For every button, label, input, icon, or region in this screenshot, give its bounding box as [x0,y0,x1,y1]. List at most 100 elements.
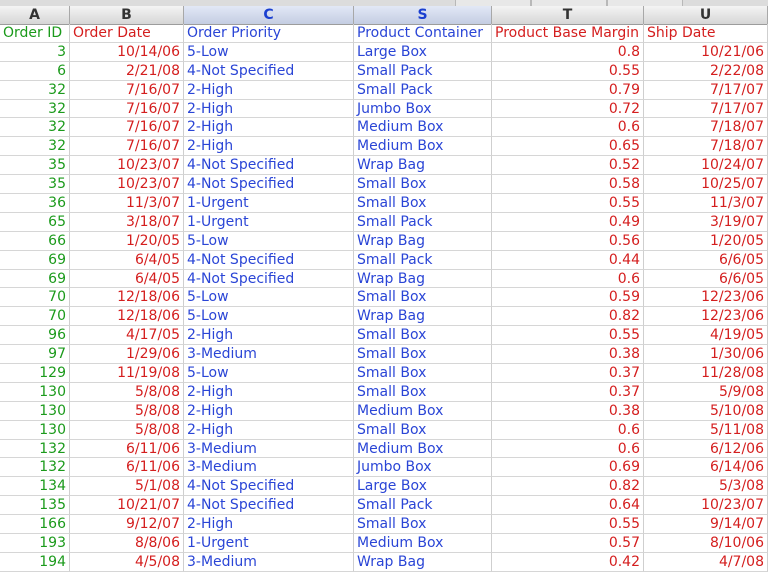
cell-order-priority[interactable]: 2-High [184,326,354,345]
cell-order-priority[interactable]: 2-High [184,100,354,119]
cell-product-container[interactable]: Large Box [354,43,492,62]
cell-product-base-margin[interactable]: 0.44 [492,251,644,270]
cell-product-base-margin[interactable]: 0.58 [492,175,644,194]
cell-order-id[interactable]: 134 [0,477,70,496]
cell-ship-date[interactable]: 12/23/06 [644,307,768,326]
cell-product-container[interactable]: Wrap Bag [354,270,492,289]
cell-order-priority[interactable]: 5-Low [184,288,354,307]
cell-product-container[interactable]: Medium Box [354,402,492,421]
cell-order-priority[interactable]: 1-Urgent [184,534,354,553]
cell-order-date[interactable]: 7/16/07 [70,137,184,156]
cell-ship-date[interactable]: 5/11/08 [644,421,768,440]
cell-product-base-margin[interactable]: 0.55 [492,515,644,534]
cell-product-base-margin[interactable]: 0.64 [492,496,644,515]
cell-order-id[interactable]: 6 [0,62,70,81]
cell-order-priority[interactable]: 4-Not Specified [184,156,354,175]
cell-order-date[interactable]: 5/8/08 [70,402,184,421]
cell-product-container[interactable]: Small Box [354,175,492,194]
cell-order-priority[interactable]: 5-Low [184,43,354,62]
cell-order-id[interactable]: 166 [0,515,70,534]
cell-product-base-margin[interactable]: 0.56 [492,232,644,251]
cell-product-container[interactable]: Small Box [354,515,492,534]
cell-product-container[interactable]: Small Pack [354,81,492,100]
cell-order-priority[interactable]: 1-Urgent [184,194,354,213]
cell-ship-date[interactable]: 6/6/05 [644,270,768,289]
cell-order-id[interactable]: 135 [0,496,70,515]
cell-order-priority[interactable]: 3-Medium [184,345,354,364]
cell-order-date[interactable]: 5/1/08 [70,477,184,496]
cell-order-priority[interactable]: 1-Urgent [184,213,354,232]
cell-product-base-margin[interactable]: 0.38 [492,402,644,421]
cell-order-priority[interactable]: 2-High [184,402,354,421]
cell-ship-date[interactable]: 3/19/07 [644,213,768,232]
cell-order-priority[interactable]: 2-High [184,383,354,402]
column-header-b[interactable]: B [70,6,184,24]
cell-order-date[interactable]: 9/12/07 [70,515,184,534]
cell-ship-date[interactable]: 7/18/07 [644,118,768,137]
cell-order-id[interactable]: 70 [0,307,70,326]
cell-ship-date[interactable]: 5/10/08 [644,402,768,421]
cell-product-container[interactable]: Small Box [354,421,492,440]
cell-order-date[interactable]: 12/18/06 [70,288,184,307]
cell-product-base-margin[interactable]: 0.72 [492,100,644,119]
cell-order-id[interactable]: 193 [0,534,70,553]
cell-product-base-margin[interactable]: 0.57 [492,534,644,553]
cell-order-id[interactable]: 32 [0,137,70,156]
cell-product-base-margin[interactable]: 0.37 [492,364,644,383]
cell-product-container[interactable]: Medium Box [354,137,492,156]
cell-order-priority[interactable]: 5-Low [184,232,354,251]
cell-product-container[interactable]: Wrap Bag [354,156,492,175]
cell-order-id[interactable]: 32 [0,100,70,119]
cell-order-date[interactable]: 7/16/07 [70,81,184,100]
cell-order-priority[interactable]: 5-Low [184,364,354,383]
cell-product-container[interactable]: Jumbo Box [354,458,492,477]
cell-product-base-margin[interactable]: 0.8 [492,43,644,62]
cell-ship-date[interactable]: 7/17/07 [644,100,768,119]
cell-product-base-margin[interactable]: 0.38 [492,345,644,364]
cell-product-container[interactable]: Medium Box [354,534,492,553]
cell-ship-date[interactable]: 4/19/05 [644,326,768,345]
cell-ship-date[interactable]: 11/28/08 [644,364,768,383]
cell-order-id[interactable]: 65 [0,213,70,232]
cell-order-id[interactable]: 69 [0,270,70,289]
cell-product-base-margin[interactable]: 0.42 [492,553,644,572]
cell-product-container[interactable]: Wrap Bag [354,307,492,326]
cell-product-base-margin[interactable]: 0.6 [492,270,644,289]
cell-order-date[interactable]: 10/21/07 [70,496,184,515]
cell-order-date[interactable]: 7/16/07 [70,100,184,119]
cell-product-container[interactable]: Wrap Bag [354,553,492,572]
header-cell-ship-date[interactable]: Ship Date [644,24,768,43]
cell-order-date[interactable]: 3/18/07 [70,213,184,232]
cell-order-id[interactable]: 32 [0,118,70,137]
header-cell-order-id[interactable]: Order ID [0,24,70,43]
header-cell-order-date[interactable]: Order Date [70,24,184,43]
cell-order-id[interactable]: 194 [0,553,70,572]
cell-order-date[interactable]: 10/14/06 [70,43,184,62]
cell-product-base-margin[interactable]: 0.82 [492,307,644,326]
cell-product-base-margin[interactable]: 0.65 [492,137,644,156]
cell-order-id[interactable]: 130 [0,402,70,421]
column-header-u[interactable]: U [644,6,768,24]
cell-order-id[interactable]: 35 [0,156,70,175]
cell-order-date[interactable]: 6/4/05 [70,270,184,289]
cell-product-base-margin[interactable]: 0.6 [492,118,644,137]
column-header-s[interactable]: S [354,6,492,24]
cell-order-date[interactable]: 5/8/08 [70,383,184,402]
cell-ship-date[interactable]: 10/25/07 [644,175,768,194]
cell-ship-date[interactable]: 10/23/07 [644,496,768,515]
cell-order-id[interactable]: 129 [0,364,70,383]
cell-ship-date[interactable]: 8/10/06 [644,534,768,553]
cell-order-date[interactable]: 1/29/06 [70,345,184,364]
cell-product-container[interactable]: Small Box [354,288,492,307]
cell-ship-date[interactable]: 4/7/08 [644,553,768,572]
cell-order-date[interactable]: 2/21/08 [70,62,184,81]
cell-order-id[interactable]: 36 [0,194,70,213]
cell-order-id[interactable]: 3 [0,43,70,62]
cell-product-container[interactable]: Small Pack [354,213,492,232]
cell-product-container[interactable]: Small Box [354,326,492,345]
cell-product-container[interactable]: Small Box [354,383,492,402]
cell-order-priority[interactable]: 2-High [184,118,354,137]
column-header-c[interactable]: C [184,6,354,24]
cell-ship-date[interactable]: 6/14/06 [644,458,768,477]
cell-ship-date[interactable]: 7/18/07 [644,137,768,156]
